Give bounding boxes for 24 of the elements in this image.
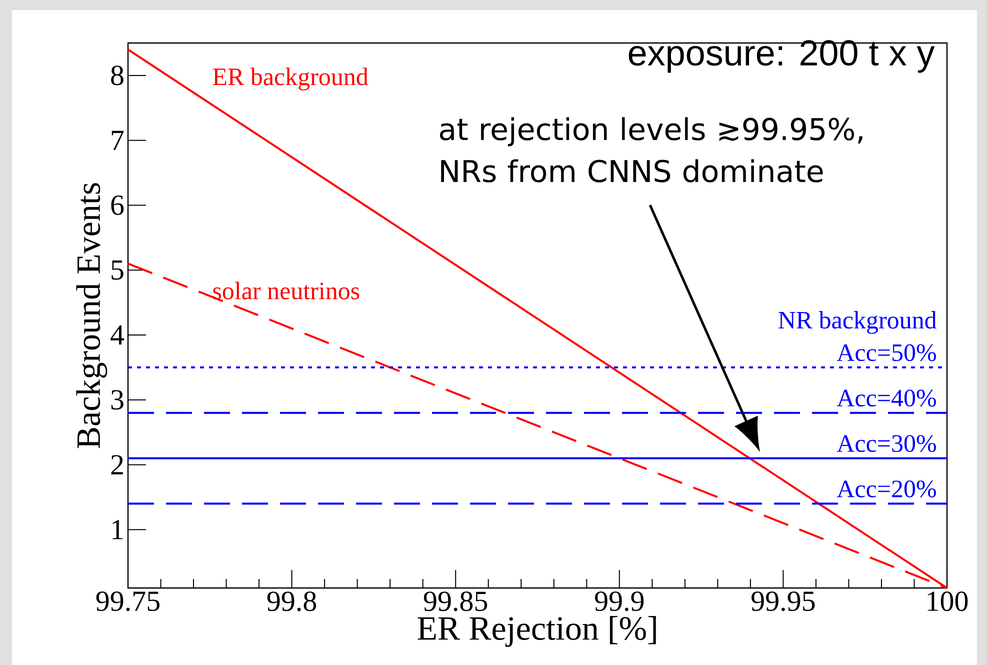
series-label: Acc=50% [836,344,936,362]
series-label: Acc=40% [836,390,936,407]
annotation: NR background [778,311,936,334]
x-tick-label: 100 [928,592,968,612]
y-tick-label: 6 [111,195,124,215]
x-tick-label: 99.9 [594,592,644,612]
series-label: ER background [212,68,368,90]
x-axis-title: ER Rejection [%] [418,616,656,647]
y-tick-label: 3 [111,390,124,410]
series-label: Acc=30% [836,435,936,452]
x-tick-label: 99.95 [752,592,815,612]
y-tick-label: 7 [112,130,124,150]
x-tick-label: 99.85 [424,592,488,612]
x-tick-label: 99.8 [267,592,316,612]
y-tick-label: 1 [112,520,123,540]
series-label: Acc=20% [836,480,936,498]
annotation: at rejection levels ≳99.95%, NRs from CNNS dominate [440,117,862,182]
x-tick-label: 99.75 [96,592,160,612]
y-tick-label: 4 [110,325,124,345]
series-label: solar neutrinos [213,282,360,300]
y-axis-title: Background Events [76,183,108,448]
y-tick-label: 2 [111,455,123,474]
y-tick-label: 5 [112,260,124,280]
y-tick-label: 8 [111,66,124,86]
